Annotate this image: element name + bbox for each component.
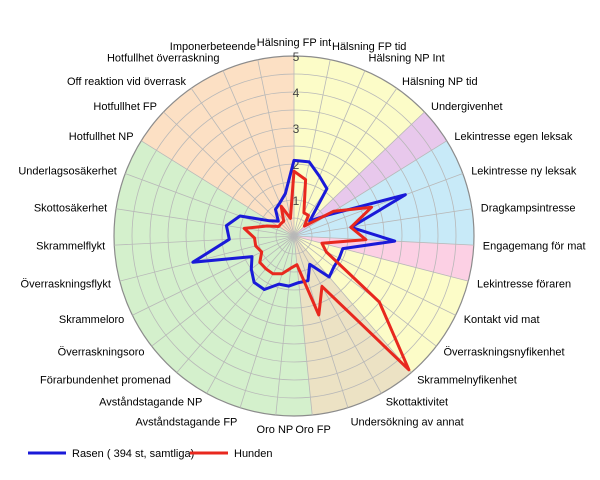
grid-spoke — [239, 235, 295, 408]
grid-spoke — [151, 235, 295, 347]
axis-label-off-reaktion-vid-overrask: Off reaktion vid överrask — [67, 76, 187, 88]
grid-spoke — [132, 235, 295, 316]
ring-label: 3 — [293, 122, 300, 136]
grid-spoke — [293, 235, 456, 316]
axis-label-skrammelnyfikenhet: Skrammelnyfikenhet — [417, 374, 517, 386]
axis-label-avstandstagande-np: Avståndstagande NP — [99, 396, 202, 408]
background-sector-7 — [114, 140, 313, 416]
grid-spoke — [119, 235, 295, 282]
axis-label-oro-fp: Oro FP — [295, 424, 330, 436]
axis-label-imponerbeteende: Imponerbeteende — [170, 41, 256, 53]
ring-label: 5 — [293, 50, 300, 64]
axis-label-skottaktivitet: Skottaktivitet — [386, 396, 448, 408]
legend: Rasen ( 394 st, samtliga) Hunden — [28, 448, 273, 460]
axis-label-hotfullhet-fp: Hotfullhet FP — [93, 101, 157, 113]
grid-spoke — [293, 173, 463, 237]
grid-spoke — [293, 59, 331, 237]
ring-label: 2 — [293, 158, 300, 172]
axis-label-kontakt-vid-mat: Kontakt vid mat — [464, 314, 540, 326]
axis-label-overraskningsoro: Överraskningsoro — [58, 347, 145, 359]
data-series — [191, 158, 411, 372]
background-sector-8 — [141, 56, 294, 236]
grid-spoke — [293, 235, 437, 347]
legend-label-hunden: Hunden — [234, 448, 273, 460]
grid-spoke — [293, 208, 472, 237]
grid-spoke — [257, 59, 295, 237]
grid-spoke — [293, 140, 447, 237]
axis-label-skottosakerhet: Skottosäkerhet — [34, 202, 107, 214]
axis-label-dragkampsintresse: Dragkampsintresse — [481, 202, 576, 214]
ring-label: 1 — [293, 194, 300, 208]
grid-spoke — [293, 235, 412, 373]
axis-label-skrammeloro: Skrammeloro — [59, 314, 124, 326]
axis-label-halsning-np-tid: Hälsning NP tid — [402, 76, 478, 88]
axis-label-hotfullhet-overraskning: Hotfullhet överraskning — [107, 52, 220, 64]
grid-spoke — [293, 235, 382, 394]
grid-spoke — [114, 235, 295, 246]
series-line-hunden — [242, 169, 411, 372]
axis-label-hotfullhet-np: Hotfullhet NP — [69, 131, 134, 143]
axis-label-avstandstagande-fp: Avståndstagande FP — [135, 416, 237, 428]
grid-spoke — [293, 70, 366, 237]
axis-label-lekintresse-ny-leksak: Lekintresse ny leksak — [471, 165, 577, 177]
axis-label-halsning-np-int: Hälsning NP Int — [369, 52, 445, 64]
grid-spoke — [293, 235, 474, 246]
axis-label-engagemang-for-mat: Engagemang för mat — [483, 241, 586, 253]
axis-label-lekintresse-foraren: Lekintresse föraren — [477, 278, 571, 290]
grid-spoke — [163, 111, 295, 237]
grid-spoke — [293, 88, 398, 237]
axis-label-underlagsosakerhet: Underlagsosäkerhet — [18, 165, 116, 177]
axis-label-overraskningsflykt: Överraskningsflykt — [21, 278, 111, 290]
axis-label-oro-np: Oro NP — [257, 424, 294, 436]
grid-spoke — [176, 235, 295, 373]
background-sector-2 — [294, 111, 447, 236]
legend-label-rasen: Rasen ( 394 st, samtliga) — [72, 448, 194, 460]
axis-label-undergivenhet: Undergivenhet — [431, 101, 503, 113]
axis-label-halsning-fp-tid: Hälsning FP tid — [332, 41, 406, 53]
grid-spoke — [275, 235, 295, 416]
axis-label-overraskningsnyfikenhet: Överraskningsnyfikenhet — [444, 347, 565, 359]
axis-label-halsning-fp-int: Hälsning FP int — [257, 37, 331, 49]
axis-label-lekintresse-egen-leksak: Lekintresse egen leksak — [454, 131, 573, 143]
grid-spoke — [116, 208, 295, 237]
grid-spoke — [293, 111, 425, 237]
ring-label: 4 — [293, 86, 300, 100]
axis-label-forarbundenhet-promenad: Förarbundenhet promenad — [40, 374, 171, 386]
axis-label-undersokning-av-annat: Undersökning av annat — [351, 416, 464, 428]
grid-spoke — [293, 235, 349, 408]
grid-spoke — [206, 235, 295, 394]
background-sector-6 — [294, 236, 412, 416]
axis-label-skrammelflykt: Skrammelflykt — [36, 241, 105, 253]
